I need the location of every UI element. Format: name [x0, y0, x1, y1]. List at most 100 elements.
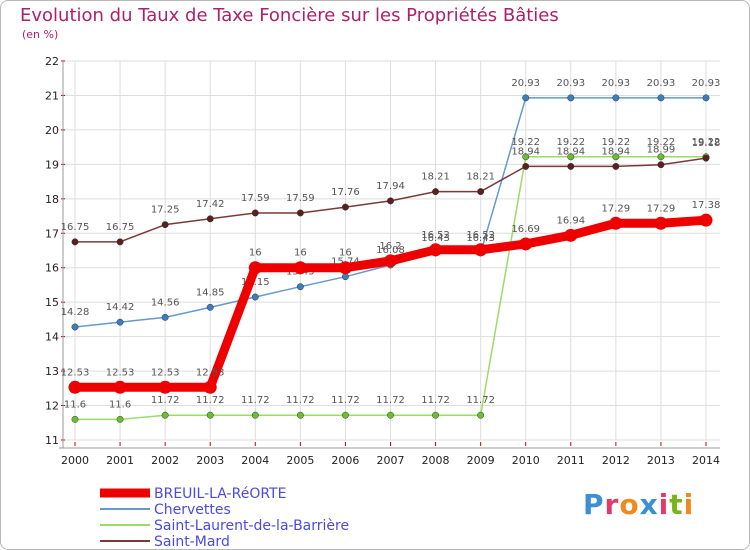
data-label: 16.2: [379, 241, 401, 252]
data-label: 16.94: [556, 215, 585, 226]
data-label: 16.69: [511, 224, 540, 235]
x-tick-label: 2003: [196, 454, 224, 467]
data-label: 19.18: [692, 138, 721, 149]
data-label: 17.76: [331, 187, 360, 198]
legend: BREUIL-LA-RéORTEChervettesSaint-Laurent-…: [100, 486, 349, 550]
data-label: 11.72: [466, 395, 495, 406]
data-label: 11.72: [331, 395, 360, 406]
x-tick-label: 2014: [692, 454, 720, 467]
data-label: 20.93: [511, 78, 540, 89]
legend-label: BREUIL-LA-RéORTE: [154, 486, 286, 502]
data-label: 17.59: [286, 193, 315, 204]
data-label: 14.42: [106, 302, 135, 313]
data-point: [113, 380, 127, 394]
y-tick-label: 14: [45, 331, 59, 344]
data-label: 17.38: [692, 200, 721, 211]
x-tick-label: 2004: [241, 454, 269, 467]
data-label: 20.93: [692, 78, 721, 89]
data-point: [567, 162, 575, 170]
data-point: [293, 261, 307, 275]
data-point: [206, 411, 214, 419]
x-tick-label: 2000: [61, 454, 89, 467]
x-tick-label: 2013: [647, 454, 675, 467]
legend-label: Chervettes: [154, 502, 231, 518]
data-label: 11.6: [109, 399, 131, 410]
data-label: 17.29: [602, 203, 631, 214]
data-label: 11.72: [241, 395, 270, 406]
data-label: 11.72: [421, 395, 450, 406]
data-point: [612, 162, 620, 170]
data-label: 18.21: [421, 172, 450, 183]
data-point: [71, 238, 79, 246]
data-point: [296, 411, 304, 419]
data-label: 12.53: [151, 367, 180, 378]
data-label: 14.28: [61, 307, 90, 318]
data-point: [384, 254, 397, 268]
data-point: [387, 411, 394, 419]
data-label: 11.72: [376, 395, 405, 406]
data-label: 19.22: [647, 137, 676, 148]
x-tick-label: 2005: [286, 454, 314, 467]
data-label: 18.94: [602, 146, 631, 157]
data-label: 11.6: [64, 399, 86, 410]
data-point: [161, 313, 169, 321]
x-tick-label: 2007: [377, 454, 405, 467]
data-label: 17.42: [196, 199, 225, 210]
y-tick-label: 12: [45, 400, 59, 413]
data-label: 19.22: [556, 137, 585, 148]
data-label: 19.22: [692, 137, 721, 148]
x-tick-label: 2011: [557, 454, 585, 467]
unit-label: (en %): [22, 28, 59, 41]
data-label: 18.94: [511, 146, 540, 157]
data-point: [251, 209, 259, 217]
x-tick-label: 2012: [602, 454, 630, 467]
data-point: [251, 411, 259, 419]
data-label: 20.93: [602, 78, 631, 89]
x-tick-label: 2002: [151, 454, 179, 467]
y-tick-label: 16: [45, 262, 59, 275]
data-point: [338, 261, 352, 275]
data-point: [296, 209, 304, 217]
data-point: [387, 197, 394, 205]
data-label: 18.21: [466, 172, 495, 183]
y-tick-label: 21: [45, 89, 59, 102]
data-point: [657, 94, 665, 102]
data-label: 17.94: [376, 181, 405, 192]
data-point: [116, 238, 124, 246]
y-tick-label: 17: [45, 227, 59, 240]
data-label: 12.53: [196, 367, 225, 378]
data-point: [341, 411, 349, 419]
data-point: [612, 94, 620, 102]
data-label: 16.52: [421, 230, 450, 241]
data-point: [206, 215, 214, 223]
data-label: 17.25: [151, 205, 180, 216]
chart-title: Evolution du Taux de Taxe Foncière sur l…: [20, 5, 559, 26]
data-point: [432, 188, 440, 196]
data-point: [71, 323, 79, 331]
data-label: 18.94: [556, 146, 585, 157]
data-point: [251, 293, 259, 301]
x-tick-label: 2008: [422, 454, 450, 467]
proxiti-logo: Proxiti: [583, 488, 695, 521]
data-point: [161, 411, 169, 419]
data-label: 20.93: [647, 78, 676, 89]
data-point: [116, 318, 124, 326]
y-tick-label: 13: [45, 365, 59, 378]
data-point: [567, 94, 575, 102]
data-point: [248, 261, 262, 275]
data-label: 20.93: [556, 78, 585, 89]
y-tick-label: 22: [45, 55, 59, 68]
data-label: 16.75: [106, 222, 135, 233]
data-point: [702, 154, 710, 162]
legend-label: Saint-Mard: [154, 534, 230, 550]
data-point: [68, 380, 82, 394]
legend-label: Saint-Laurent-de-la-Barrière: [154, 518, 349, 534]
x-tick-label: 2001: [106, 454, 134, 467]
data-label: 17.59: [241, 193, 270, 204]
data-point: [657, 153, 665, 161]
data-point: [477, 188, 485, 196]
data-label: 16: [294, 248, 307, 259]
data-point: [71, 415, 79, 423]
data-label: 17.29: [647, 203, 676, 214]
